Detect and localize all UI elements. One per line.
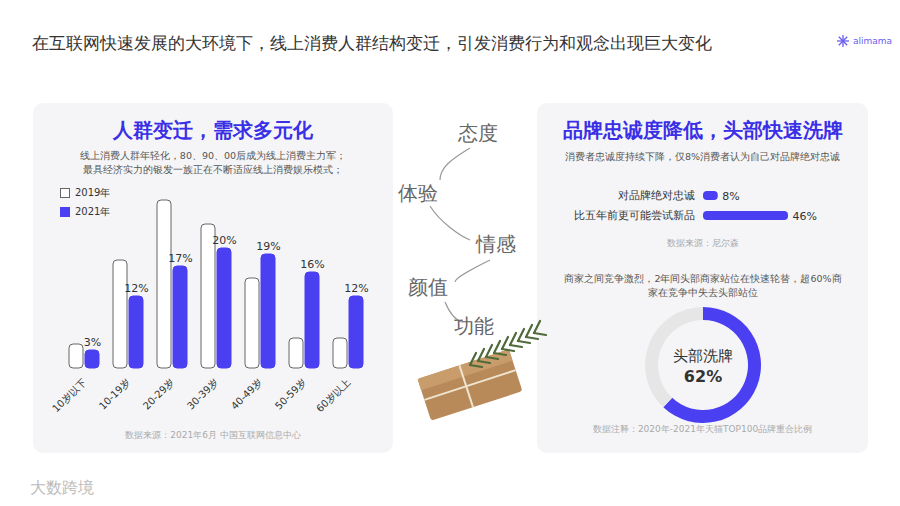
svg-text:情感: 情感 xyxy=(475,232,516,256)
svg-text:3%: 3% xyxy=(84,336,101,349)
svg-text:40-49岁: 40-49岁 xyxy=(229,376,264,411)
svg-text:62%: 62% xyxy=(684,367,722,386)
svg-text:8%: 8% xyxy=(722,190,739,203)
html-text:在互联网快速发展的大环境下，线上消费人群结构变迁，引发消费行: 在互联网快速发展的大环境下，线上消费人群结构变迁，引发消费行为和观念出现巨大变化 xyxy=(32,33,712,53)
svg-text:12%: 12% xyxy=(344,282,368,295)
svg-text:60岁以上: 60岁以上 xyxy=(314,376,352,414)
svg-text:10岁以下: 10岁以下 xyxy=(50,376,88,414)
html-text:消费者忠诚度持续下降，仅8%消费者认为自己对品牌绝对忠诚: 消费者忠诚度持续下降，仅8%消费者认为自己对品牌绝对忠诚 xyxy=(565,151,840,162)
svg-text:体验: 体验 xyxy=(398,181,438,205)
svg-text:12%: 12% xyxy=(124,282,148,295)
html-text:数据注释：2020年-2021年天猫TOP100品牌重合比例: 数据注释：2020年-2021年天猫TOP100品牌重合比例 xyxy=(592,424,813,434)
html-text:2019年: 2019年 xyxy=(75,187,111,198)
html-text:alimama: alimama xyxy=(853,36,893,46)
svg-text:50-59岁: 50-59岁 xyxy=(273,376,308,411)
svg-text:比五年前更可能尝试新品: 比五年前更可能尝试新品 xyxy=(574,209,695,221)
svg-text:16%: 16% xyxy=(300,258,324,271)
svg-text:头部洗牌: 头部洗牌 xyxy=(673,347,733,365)
html-text:数据来源：尼尔森: 数据来源：尼尔森 xyxy=(666,238,739,248)
svg-text:功能: 功能 xyxy=(454,314,494,338)
svg-text:20-29岁: 20-29岁 xyxy=(141,376,176,411)
svg-text:颜值: 颜值 xyxy=(408,275,448,299)
html-text:2021年: 2021年 xyxy=(75,206,111,217)
svg-text:20%: 20% xyxy=(212,234,236,247)
html-text:大数跨境: 大数跨境 xyxy=(30,478,94,497)
svg-text:30-39岁: 30-39岁 xyxy=(185,376,220,411)
html-text:线上消费人群年轻化，80、90、00后成为线上消费主力军；: 线上消费人群年轻化，80、90、00后成为线上消费主力军； 最具经济实力的银发一… xyxy=(79,150,347,175)
svg-text:10-19岁: 10-19岁 xyxy=(97,376,132,411)
svg-text:17%: 17% xyxy=(168,252,192,265)
svg-text:对品牌绝对忠诚: 对品牌绝对忠诚 xyxy=(618,189,695,201)
html-text:商家之间竞争激烈，2年间头部商家站位在快速轮替，超60%商家: 商家之间竞争激烈，2年间头部商家站位在快速轮替，超60%商家在竞争中失去头部站位 xyxy=(564,273,842,298)
svg-text:46%: 46% xyxy=(793,210,817,223)
html-text:品牌忠诚度降低，头部快速洗牌: 品牌忠诚度降低，头部快速洗牌 xyxy=(562,118,843,142)
svg-text:态度: 态度 xyxy=(457,121,498,145)
svg-text:19%: 19% xyxy=(256,240,280,253)
html-text:数据来源：2021年6月 中国互联网信息中心: 数据来源：2021年6月 中国互联网信息中心 xyxy=(125,430,301,440)
html-text:人群变迁，需求多元化: 人群变迁，需求多元化 xyxy=(113,118,313,142)
